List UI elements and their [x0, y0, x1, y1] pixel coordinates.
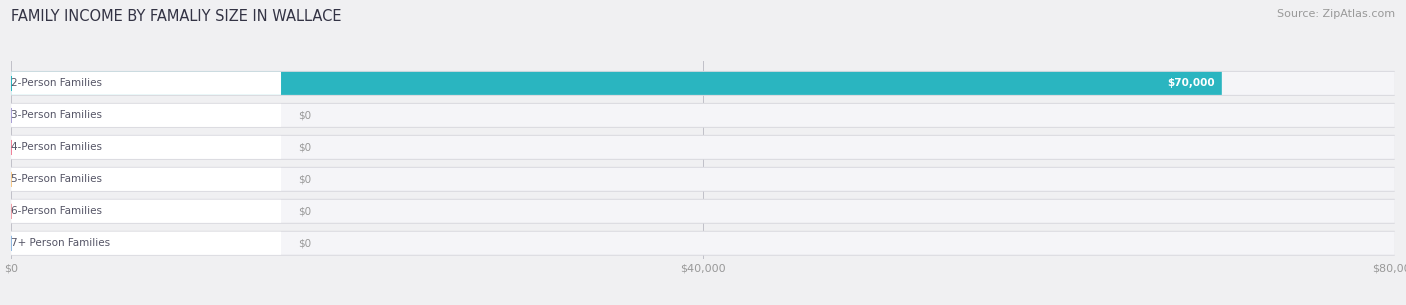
Text: $70,000: $70,000 [1167, 78, 1215, 88]
Text: 6-Person Families: 6-Person Families [11, 206, 103, 216]
FancyBboxPatch shape [11, 135, 1395, 160]
Text: $0: $0 [298, 174, 311, 184]
Text: $0: $0 [298, 238, 311, 248]
FancyBboxPatch shape [11, 104, 1395, 127]
Text: $0: $0 [298, 142, 311, 152]
Text: 5-Person Families: 5-Person Families [11, 174, 103, 184]
FancyBboxPatch shape [11, 72, 1222, 95]
Text: FAMILY INCOME BY FAMALIY SIZE IN WALLACE: FAMILY INCOME BY FAMALIY SIZE IN WALLACE [11, 9, 342, 24]
FancyBboxPatch shape [11, 231, 1395, 256]
FancyBboxPatch shape [11, 71, 1395, 96]
Text: 2-Person Families: 2-Person Families [11, 78, 103, 88]
Text: 4-Person Families: 4-Person Families [11, 142, 103, 152]
FancyBboxPatch shape [11, 104, 281, 127]
FancyBboxPatch shape [11, 167, 1395, 192]
FancyBboxPatch shape [11, 136, 281, 159]
FancyBboxPatch shape [11, 168, 1395, 191]
FancyBboxPatch shape [11, 103, 1395, 128]
FancyBboxPatch shape [11, 199, 1395, 224]
Text: $0: $0 [298, 206, 311, 216]
Text: 3-Person Families: 3-Person Families [11, 110, 103, 120]
FancyBboxPatch shape [11, 200, 281, 223]
FancyBboxPatch shape [11, 136, 1395, 159]
FancyBboxPatch shape [11, 200, 1395, 223]
Text: Source: ZipAtlas.com: Source: ZipAtlas.com [1277, 9, 1395, 19]
FancyBboxPatch shape [11, 232, 1395, 255]
FancyBboxPatch shape [11, 72, 1395, 95]
FancyBboxPatch shape [11, 168, 281, 191]
Text: 7+ Person Families: 7+ Person Families [11, 238, 111, 248]
FancyBboxPatch shape [11, 72, 281, 95]
FancyBboxPatch shape [11, 232, 281, 255]
Text: $0: $0 [298, 110, 311, 120]
